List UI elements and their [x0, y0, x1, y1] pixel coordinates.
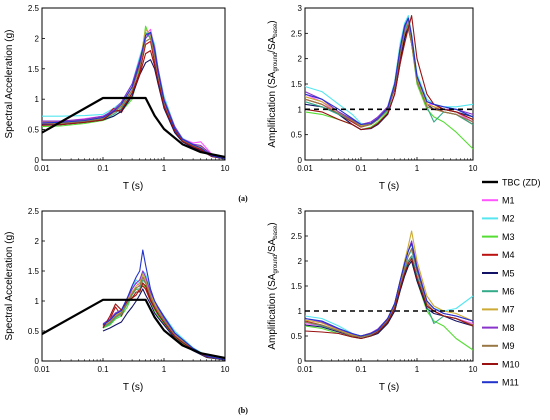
y-tick-label: 2.5 — [291, 232, 303, 241]
x-axis-label: T (s) — [379, 382, 399, 393]
panel-b-spectral-acceleration: 0.01 0.1 1 10 0 0.5 1 1.5 2 2.5 T (s) Spectral Ac… — [4, 207, 230, 393]
y-tick-label: 2.5 — [28, 4, 40, 13]
legend-label: M7 — [502, 305, 515, 315]
code-spectrum-line — [41, 298, 226, 360]
y-tick-label: 1 — [35, 297, 40, 306]
y-tick-label: 2 — [35, 237, 40, 246]
x-tick-label: 0.1 — [97, 365, 109, 374]
panel-b-amplification: 0.01 0.1 1 10 0 0.5 1 1.5 2 2.5 3 T (s) Amplificat… — [267, 207, 478, 393]
x-tick-label: 1 — [415, 164, 420, 173]
x-tick-label: 0.1 — [97, 164, 109, 173]
y-tick-label: 1 — [35, 95, 40, 104]
y-tick-label: 0.5 — [291, 131, 303, 140]
legend-label: M3 — [502, 232, 515, 242]
legend-label: TBC (ZD) — [502, 177, 541, 187]
y-axis-label: Amplification (SAground/SAbase) — [267, 222, 279, 349]
y-tick-label: 0.5 — [28, 126, 40, 135]
panel-a-amplification: 0.01 0.1 1 10 0 0.5 1 1.5 2 2.5 3 T (s) Amplificat… — [267, 4, 478, 192]
series-line-m10 — [41, 50, 226, 160]
y-tick-label: 2 — [35, 34, 40, 43]
x-tick-label: 1 — [162, 164, 167, 173]
y-tick-label: 0.5 — [28, 327, 40, 336]
y-tick-label: 1.5 — [291, 80, 303, 89]
legend-label: M5 — [502, 268, 515, 278]
legend-label: M10 — [502, 359, 520, 369]
series-line-m11 — [304, 242, 474, 337]
y-tick-label: 0 — [298, 357, 303, 366]
x-tick-label: 1 — [415, 365, 420, 374]
y-tick-label: 1.5 — [28, 65, 40, 74]
x-axis-label: T (s) — [379, 181, 399, 192]
y-tick-label: 1 — [298, 307, 303, 316]
y-tick-label: 2 — [298, 257, 303, 266]
x-tick-label: 0.01 — [34, 164, 50, 173]
x-tick-label: 10 — [469, 164, 478, 173]
y-tick-label: 2 — [298, 55, 303, 64]
y-axis-label: Spectral Acceleration (g) — [4, 30, 15, 139]
x-axis-label: T (s) — [123, 382, 143, 393]
legend-label: M6 — [502, 287, 515, 297]
series-line-m11 — [304, 17, 474, 126]
x-tick-label: 10 — [469, 365, 478, 374]
y-tick-label: 0 — [35, 357, 40, 366]
series-line-m11 — [41, 31, 226, 160]
x-tick-label: 0.01 — [297, 164, 313, 173]
y-axis-label: Spectral Acceleration (g) — [4, 232, 15, 341]
legend-label: M1 — [502, 196, 515, 206]
plot-frame — [304, 210, 474, 362]
legend-label: M9 — [502, 341, 515, 351]
x-tick-label: 0.1 — [355, 365, 367, 374]
x-axis-label: T (s) — [123, 181, 143, 192]
legend: TBC (ZD) M1 M2 M3 M4 M5 M6 M7 M8 M9 M10 M11 — [482, 177, 541, 388]
x-tick-label: 0.1 — [355, 164, 367, 173]
x-tick-label: 10 — [221, 164, 230, 173]
y-tick-label: 3 — [298, 207, 303, 216]
x-tick-label: 10 — [221, 365, 230, 374]
legend-label: M11 — [502, 378, 519, 388]
series-line-m11 — [102, 249, 226, 361]
y-tick-label: 1.5 — [291, 282, 303, 291]
y-tick-label: 0.5 — [291, 332, 303, 341]
y-tick-label: 1.5 — [28, 267, 40, 276]
y-tick-label: 2.5 — [291, 29, 303, 38]
series-line-m9 — [102, 276, 226, 361]
x-tick-label: 0.01 — [297, 365, 313, 374]
y-tick-label: 3 — [298, 4, 303, 13]
y-axis-label: Amplification (SAground/SAbase) — [267, 20, 279, 147]
x-tick-label: 1 — [162, 365, 167, 374]
panel-label-b: (b) — [238, 406, 248, 415]
plot-frame — [304, 7, 474, 161]
legend-label: M8 — [502, 323, 515, 333]
y-tick-label: 0 — [35, 156, 40, 165]
y-tick-label: 2.5 — [28, 207, 40, 216]
y-tick-label: 0 — [298, 156, 303, 165]
legend-label: M2 — [502, 214, 515, 224]
panel-label-a: (a) — [238, 194, 248, 203]
panel-a-spectral-acceleration: 0.01 0.1 1 10 0 0.5 1 1.5 2 2.5 T (s) Spectral Ac… — [4, 4, 230, 192]
y-tick-label: 1 — [298, 105, 303, 114]
code-spectrum-line — [41, 96, 226, 159]
x-tick-label: 0.01 — [34, 365, 50, 374]
legend-label: M4 — [502, 250, 515, 260]
